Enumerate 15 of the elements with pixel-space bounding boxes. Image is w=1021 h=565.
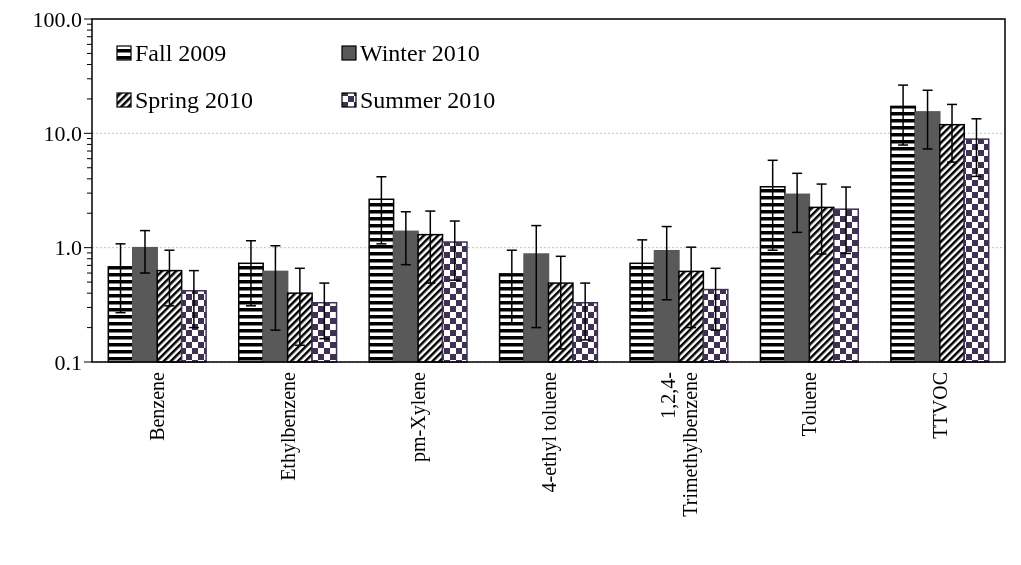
legend-label: Summer 2010 xyxy=(360,87,496,114)
y-tick-label: 0.1 xyxy=(54,349,82,375)
y-tick-label: 1.0 xyxy=(54,235,82,261)
y-tick-label: 10.0 xyxy=(43,121,82,147)
legend-label: Winter 2010 xyxy=(360,40,480,67)
x-tick-label: pm-Xylene xyxy=(407,371,431,462)
x-tick-label: 4-ethyl toluene xyxy=(537,371,561,493)
legend-label: Fall 2009 xyxy=(135,40,227,67)
y-tick-label: 100.0 xyxy=(32,6,82,32)
x-tick-label: TTVOC xyxy=(928,372,951,439)
x-tick-label: Toluene xyxy=(798,371,821,437)
x-tick-label: Benzene xyxy=(146,371,169,441)
legend-label: Spring 2010 xyxy=(135,87,254,114)
x-tick-label: Ethylbenzene xyxy=(276,371,300,481)
x-tick-label: 1,2,4-Trimethylbenzene xyxy=(656,371,702,517)
